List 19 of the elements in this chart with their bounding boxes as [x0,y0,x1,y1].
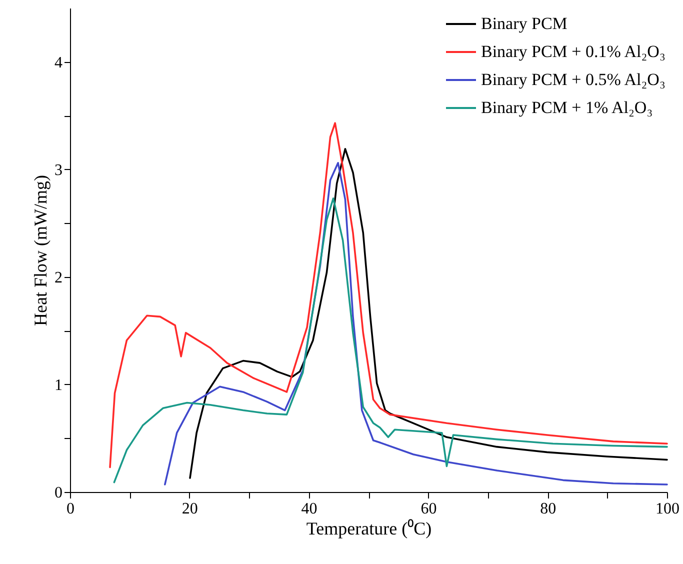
x-tick-label: 60 [420,500,437,518]
x-tick-label: 20 [182,500,198,518]
line-series [109,122,668,468]
y-tick-label: 3 [54,162,62,179]
x-tick-label: 80 [540,500,556,518]
line-series [113,197,668,484]
x-tick-label: 0 [66,500,74,518]
y-axis-title: Heat Flow (mW/mg) [30,175,50,326]
legend-label: Binary PCM + 0.1% Al₂O₃ [481,42,666,61]
legend-label: Binary PCM + 0.5% Al₂O₃ [481,70,666,89]
x-tick-label: 100 [656,500,680,518]
y-tick-label: 1 [54,376,62,394]
x-axis-title: Temperature (⁰C) [306,518,432,538]
y-tick-label: 4 [54,54,62,72]
legend-label: Binary PCM + 1% Al₂O₃ [481,98,653,117]
legend-label: Binary PCM [481,14,568,33]
y-tick-label: 2 [54,269,62,286]
x-tick-label: 40 [301,500,318,518]
y-tick-label: 0 [54,484,62,502]
